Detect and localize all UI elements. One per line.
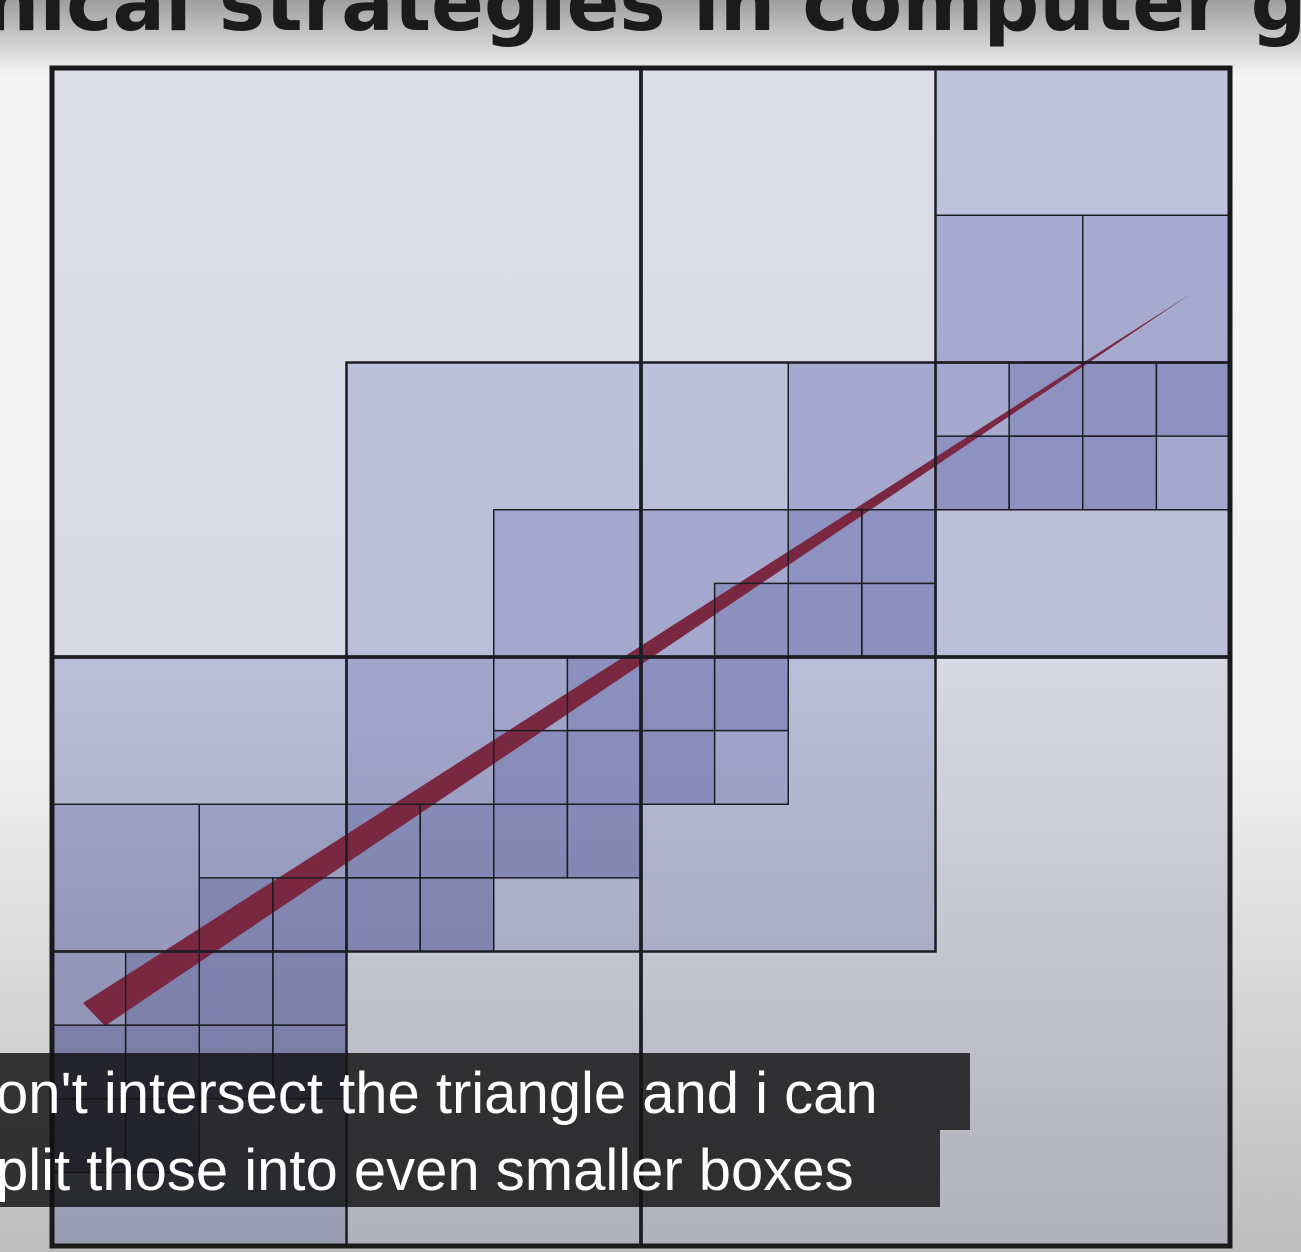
cell-border (640, 729, 716, 805)
slide-title: archical strategies in computer grap (0, 0, 1301, 49)
cell-border (419, 877, 495, 953)
caption-line: on't intersect the triangle and i can (0, 1061, 878, 1126)
frame (49, 65, 1233, 1249)
caption-box (0, 1130, 940, 1207)
cell-border (566, 803, 642, 879)
cell-border (1082, 435, 1158, 511)
caption-line: plit those into even smaller boxes (0, 1138, 854, 1203)
caption-box (0, 1053, 970, 1130)
cell-border (713, 656, 789, 732)
cell-border (861, 582, 937, 658)
triangle (83, 293, 1192, 1026)
